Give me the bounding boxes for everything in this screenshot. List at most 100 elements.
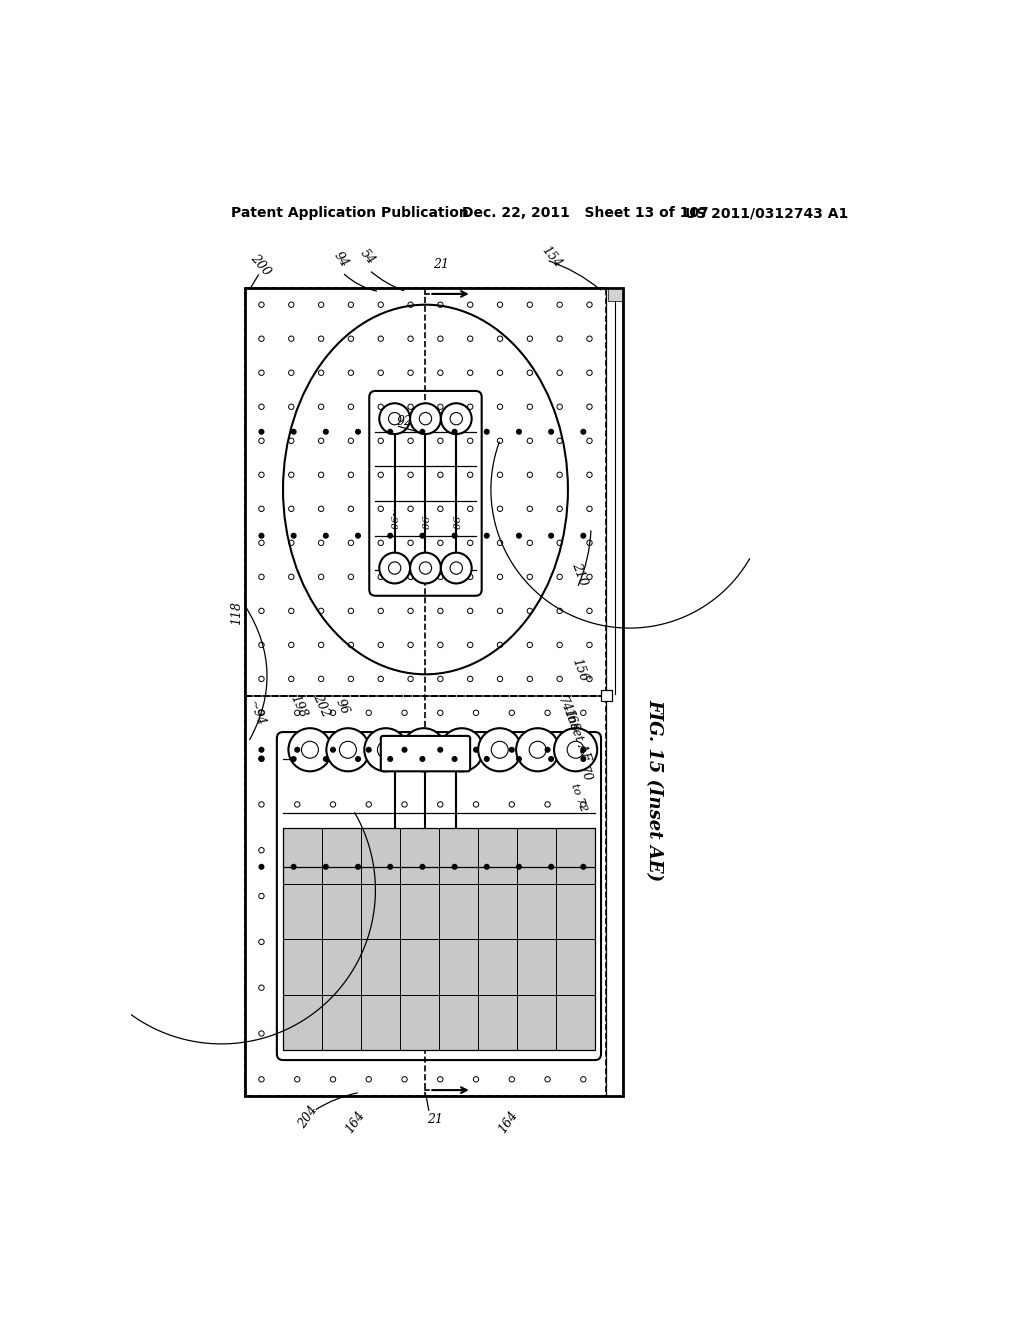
Circle shape [259, 337, 264, 342]
Circle shape [509, 985, 514, 990]
Circle shape [259, 747, 264, 752]
Circle shape [324, 533, 328, 539]
Circle shape [581, 847, 586, 853]
Circle shape [259, 940, 264, 945]
Circle shape [557, 337, 562, 342]
Text: US 2011/0312743 A1: US 2011/0312743 A1 [685, 206, 848, 220]
Circle shape [474, 747, 478, 752]
Circle shape [468, 473, 473, 478]
Circle shape [545, 1077, 550, 1082]
Circle shape [378, 574, 383, 579]
Circle shape [324, 756, 328, 762]
Circle shape [420, 429, 425, 434]
Circle shape [408, 404, 414, 409]
Circle shape [549, 429, 553, 434]
Circle shape [468, 302, 473, 308]
Circle shape [581, 756, 586, 762]
Circle shape [437, 574, 443, 579]
Text: 210: 210 [569, 561, 590, 587]
Circle shape [379, 404, 410, 434]
Circle shape [259, 894, 264, 899]
Circle shape [318, 370, 324, 375]
Circle shape [527, 337, 532, 342]
Circle shape [292, 429, 296, 434]
Text: ~90: ~90 [387, 510, 396, 532]
Text: 94: 94 [331, 249, 350, 271]
Text: 21: 21 [433, 259, 450, 271]
Bar [601, 690, 611, 701]
Circle shape [438, 747, 442, 752]
Circle shape [259, 533, 264, 539]
Circle shape [378, 643, 383, 648]
Circle shape [289, 729, 332, 771]
Circle shape [557, 676, 562, 681]
Circle shape [378, 540, 383, 545]
Circle shape [587, 506, 592, 512]
Circle shape [437, 302, 443, 308]
Circle shape [378, 676, 383, 681]
Circle shape [468, 337, 473, 342]
Circle shape [408, 473, 414, 478]
Circle shape [557, 506, 562, 512]
Circle shape [401, 985, 408, 990]
Circle shape [289, 404, 294, 409]
Circle shape [355, 865, 360, 869]
Circle shape [378, 506, 383, 512]
Text: Dec. 22, 2011   Sheet 13 of 107: Dec. 22, 2011 Sheet 13 of 107 [462, 206, 709, 220]
Circle shape [498, 506, 503, 512]
Circle shape [527, 404, 532, 409]
Circle shape [509, 847, 514, 853]
Circle shape [348, 404, 353, 409]
Circle shape [408, 337, 414, 342]
Circle shape [289, 506, 294, 512]
Circle shape [378, 370, 383, 375]
Circle shape [468, 609, 473, 614]
Circle shape [437, 1031, 443, 1036]
Circle shape [437, 1077, 443, 1082]
Circle shape [378, 337, 383, 342]
Circle shape [331, 801, 336, 807]
Circle shape [318, 473, 324, 478]
Circle shape [440, 729, 483, 771]
Circle shape [557, 404, 562, 409]
FancyBboxPatch shape [381, 737, 470, 771]
Circle shape [473, 894, 479, 899]
Circle shape [473, 801, 479, 807]
Text: 204: 204 [296, 1104, 319, 1131]
Circle shape [289, 609, 294, 614]
Circle shape [509, 1077, 514, 1082]
Circle shape [587, 404, 592, 409]
Circle shape [259, 801, 264, 807]
Circle shape [545, 847, 550, 853]
Circle shape [468, 676, 473, 681]
Circle shape [468, 506, 473, 512]
Circle shape [289, 473, 294, 478]
Circle shape [557, 302, 562, 308]
Circle shape [581, 801, 586, 807]
Circle shape [468, 438, 473, 444]
Text: FIG. 15 (Inset AE): FIG. 15 (Inset AE) [645, 698, 664, 880]
Circle shape [473, 756, 479, 762]
Circle shape [587, 540, 592, 545]
Circle shape [473, 985, 479, 990]
Circle shape [527, 370, 532, 375]
Circle shape [318, 438, 324, 444]
Text: 92: 92 [396, 416, 413, 428]
Circle shape [453, 533, 457, 539]
Circle shape [259, 756, 264, 762]
Circle shape [468, 574, 473, 579]
Circle shape [355, 533, 360, 539]
Circle shape [554, 729, 597, 771]
Bar [608, 289, 622, 301]
Circle shape [545, 710, 550, 715]
Text: 70: 70 [577, 764, 594, 784]
Circle shape [366, 1077, 372, 1082]
Circle shape [401, 710, 408, 715]
Circle shape [557, 438, 562, 444]
Circle shape [378, 438, 383, 444]
Circle shape [498, 643, 503, 648]
Circle shape [545, 1031, 550, 1036]
Circle shape [259, 643, 264, 648]
Circle shape [545, 747, 550, 752]
Circle shape [259, 438, 264, 444]
